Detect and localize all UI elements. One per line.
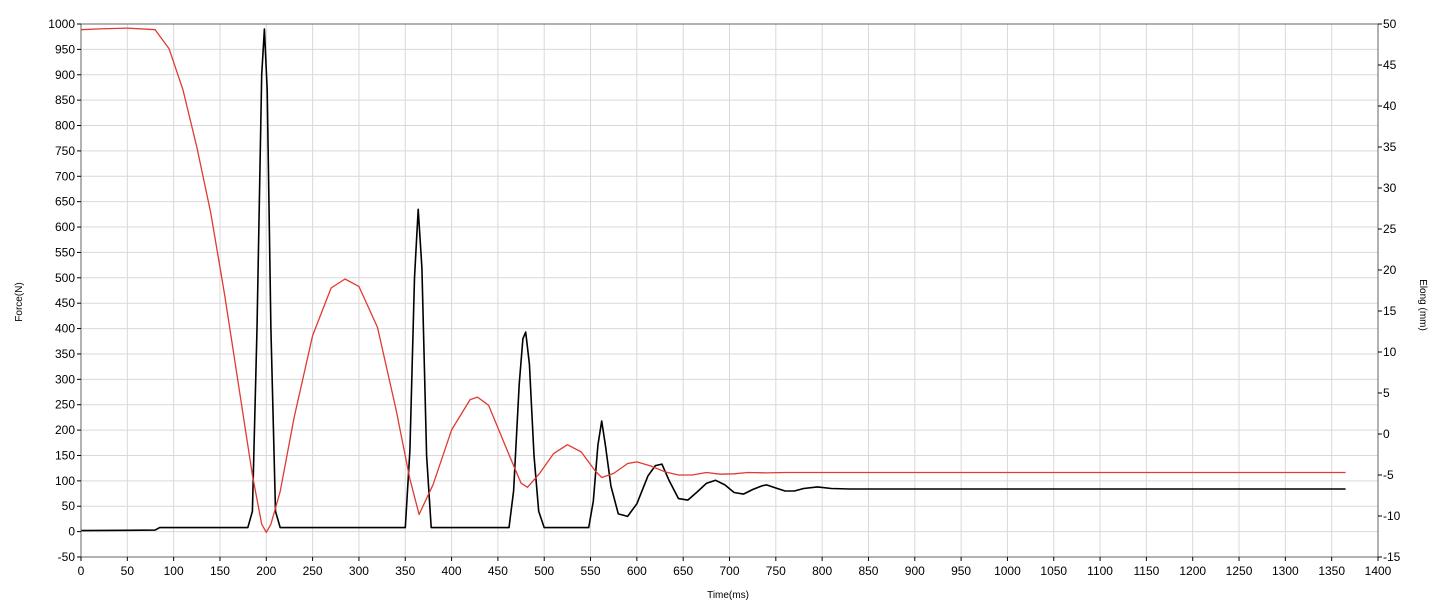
x-tick-label: 1300 — [1272, 564, 1299, 578]
y-tick-label: 300 — [55, 372, 75, 386]
left-axis-ticks: -50 0 50 100 150 200 250 300 350 400 450 500 550 600 6… — [48, 17, 81, 564]
right-axis-ticks: -15 -10 -5 0 5 10 15 20 25 30 35 40 45 50 — [1378, 17, 1401, 564]
x-tick-label: 150 — [210, 564, 230, 578]
y2-tick-label: 15 — [1383, 304, 1397, 318]
y-tick-label: 850 — [55, 93, 75, 107]
x-tick-label: 900 — [905, 564, 925, 578]
x-tick-label: 800 — [812, 564, 832, 578]
x-tick-label: 500 — [534, 564, 554, 578]
x-tick-label: 1400 — [1365, 564, 1392, 578]
x-tick-label: 600 — [627, 564, 647, 578]
x-tick-label: 200 — [256, 564, 276, 578]
x-tick-label: 1050 — [1040, 564, 1067, 578]
y2-tick-label: 10 — [1383, 345, 1397, 359]
x-tick-label: 0 — [78, 564, 85, 578]
y2-tick-label: 5 — [1383, 386, 1390, 400]
elongation-series-line — [80, 27, 1346, 534]
x-tick-label: 100 — [164, 564, 184, 578]
x-tick-label: 750 — [766, 564, 786, 578]
y-tick-label: 50 — [62, 499, 76, 513]
x-tick-label: 1100 — [1087, 564, 1113, 578]
y-tick-label: 450 — [55, 296, 75, 310]
y-tick-label: 250 — [55, 398, 75, 412]
y2-tick-label: 25 — [1383, 222, 1397, 236]
y-tick-label: 1000 — [48, 17, 75, 31]
y-tick-label: 600 — [55, 220, 75, 234]
x-tick-label: 850 — [858, 564, 878, 578]
y2-tick-label: 0 — [1383, 427, 1390, 441]
y-tick-label: 150 — [55, 448, 75, 462]
y2-tick-label: 40 — [1383, 99, 1397, 113]
y-tick-label: -50 — [58, 550, 76, 564]
y-tick-label: 350 — [55, 347, 75, 361]
x-axis-title: Time(ms) — [707, 590, 749, 601]
x-tick-label: 1200 — [1179, 564, 1206, 578]
y-tick-label: 400 — [55, 322, 75, 336]
y-tick-label: 700 — [55, 169, 75, 183]
y-tick-label: 800 — [55, 119, 75, 133]
y2-tick-label: -10 — [1383, 509, 1401, 523]
y2-tick-label: 20 — [1383, 263, 1397, 277]
x-tick-label: 700 — [719, 564, 739, 578]
y-axis-title: Force(N) — [14, 282, 25, 321]
y2-axis-title: Elong (mm) — [1417, 279, 1428, 331]
x-tick-label: 300 — [349, 564, 369, 578]
y2-tick-label: 35 — [1383, 140, 1397, 154]
y-tick-label: 650 — [55, 195, 75, 209]
x-axis-ticks: 0 50 100 150 200 250 300 350 400 450 500 550 600 650 7… — [78, 557, 1392, 578]
y-tick-label: 550 — [55, 245, 75, 259]
y-tick-label: 950 — [55, 42, 75, 56]
x-tick-label: 450 — [488, 564, 508, 578]
y-tick-label: 500 — [55, 271, 75, 285]
y2-tick-label: 30 — [1383, 181, 1397, 195]
force-series-line — [80, 28, 1346, 532]
y-tick-label: 900 — [55, 68, 75, 82]
x-tick-label: 550 — [581, 564, 601, 578]
x-tick-label: 1000 — [994, 564, 1021, 578]
series-layer — [80, 27, 1346, 534]
x-tick-label: 950 — [951, 564, 971, 578]
y-tick-label: 100 — [55, 474, 75, 488]
x-tick-label: 400 — [442, 564, 462, 578]
y2-tick-label: -5 — [1383, 468, 1394, 482]
x-tick-label: 650 — [673, 564, 693, 578]
y2-tick-label: 45 — [1383, 58, 1397, 72]
x-tick-label: 50 — [121, 564, 135, 578]
y-tick-label: 0 — [68, 525, 75, 539]
x-tick-label: 350 — [395, 564, 415, 578]
y2-tick-label: 50 — [1383, 17, 1397, 31]
x-tick-label: 1350 — [1318, 564, 1345, 578]
x-tick-label: 250 — [303, 564, 323, 578]
y-tick-label: 200 — [55, 423, 75, 437]
y-tick-label: 750 — [55, 144, 75, 158]
x-tick-label: 1150 — [1133, 564, 1159, 578]
y2-tick-label: -15 — [1383, 550, 1401, 564]
x-tick-label: 1250 — [1226, 564, 1253, 578]
